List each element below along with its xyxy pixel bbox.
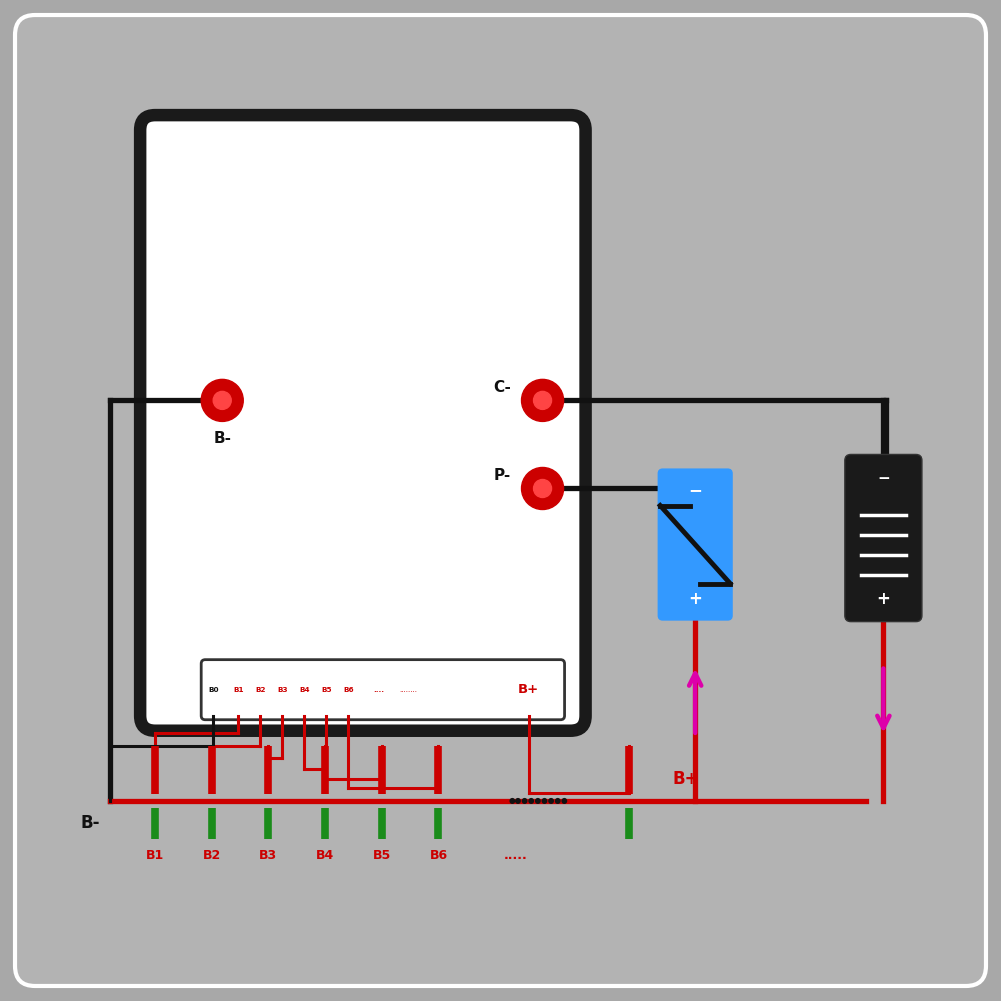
FancyBboxPatch shape (659, 469, 732, 620)
Text: ●●●●●●●●●: ●●●●●●●●● (509, 797, 569, 805)
Text: B6: B6 (429, 850, 447, 862)
Circle shape (534, 479, 552, 497)
Text: B5: B5 (373, 850, 391, 862)
Text: C-: C- (493, 380, 512, 394)
Text: B2: B2 (255, 687, 265, 693)
Text: B5: B5 (321, 687, 331, 693)
Text: −: − (877, 471, 890, 485)
Circle shape (201, 379, 243, 421)
Text: B-: B- (213, 431, 231, 445)
Circle shape (213, 391, 231, 409)
Text: −: − (689, 481, 702, 499)
Text: B-: B- (80, 814, 100, 832)
Text: B+: B+ (518, 684, 540, 696)
Text: +: + (877, 590, 890, 608)
Text: ........: ........ (399, 687, 417, 693)
Text: B6: B6 (343, 687, 353, 693)
Text: ....: .... (373, 687, 383, 693)
Text: B+: B+ (673, 770, 699, 788)
FancyBboxPatch shape (201, 660, 565, 720)
FancyBboxPatch shape (845, 454, 922, 622)
Text: B4: B4 (316, 850, 334, 862)
Text: B2: B2 (203, 850, 221, 862)
Text: .....: ..... (504, 850, 528, 862)
Circle shape (534, 391, 552, 409)
Text: B0: B0 (208, 687, 218, 693)
Text: P-: P- (493, 468, 512, 482)
Circle shape (522, 379, 564, 421)
Text: B1: B1 (233, 687, 243, 693)
FancyBboxPatch shape (15, 15, 986, 986)
FancyBboxPatch shape (140, 115, 586, 731)
Circle shape (522, 467, 564, 510)
Text: B3: B3 (277, 687, 287, 693)
Text: B1: B1 (146, 850, 164, 862)
Text: B4: B4 (299, 687, 309, 693)
Text: +: + (689, 590, 702, 608)
Text: B3: B3 (259, 850, 277, 862)
